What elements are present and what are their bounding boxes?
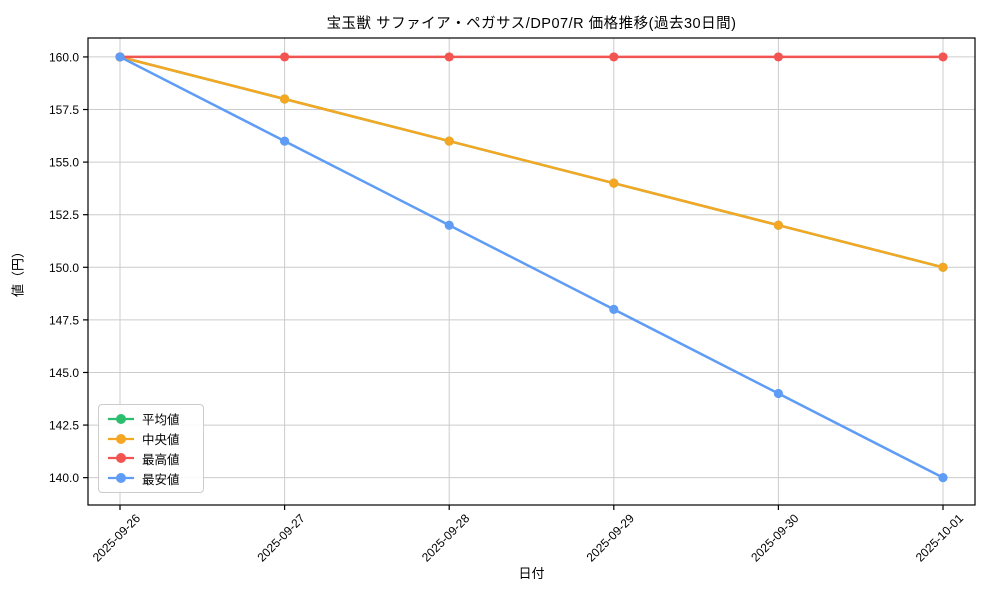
x-tick-label: 2025-10-01 xyxy=(913,511,967,565)
legend-marker-min-icon xyxy=(108,473,134,484)
y-tick-label: 157.5 xyxy=(49,103,79,117)
y-tick-label: 140.0 xyxy=(49,471,79,485)
axes-frame xyxy=(87,37,976,506)
series-marker-min xyxy=(280,136,290,146)
y-tick-label: 160.0 xyxy=(49,50,79,64)
legend-item-max: 最高値 xyxy=(107,449,195,468)
x-tick-label: 2025-09-29 xyxy=(584,511,638,565)
series-marker-min xyxy=(938,473,948,483)
series-line-median xyxy=(118,55,945,269)
legend-label: 中央値 xyxy=(142,433,180,448)
y-tick-label: 147.5 xyxy=(49,313,79,327)
y-tick-label: 145.0 xyxy=(49,366,79,380)
series-marker-min xyxy=(115,52,125,62)
series-marker-max xyxy=(773,52,784,62)
series-line-min xyxy=(118,55,945,479)
series-marker-min xyxy=(773,388,784,399)
legend-item-min: 最安値 xyxy=(107,469,195,488)
legend-marker-average-icon xyxy=(108,413,134,424)
series-marker-max xyxy=(609,52,619,62)
series-marker-median xyxy=(773,220,784,230)
series-marker-min xyxy=(609,304,619,314)
x-tick-label: 2025-09-27 xyxy=(254,511,308,565)
legend-label: 最高値 xyxy=(142,452,180,467)
y-tick-label: 155.0 xyxy=(49,156,79,170)
legend-item-median: 中央値 xyxy=(107,429,195,448)
legend-label: 平均値 xyxy=(142,413,180,428)
legend-marker-max-icon xyxy=(108,453,134,464)
series-marker-max xyxy=(444,52,454,62)
x-axis-label: 日付 xyxy=(518,566,545,581)
x-tick-label: 2025-09-30 xyxy=(748,511,802,565)
series-marker-median xyxy=(938,262,948,272)
series-marker-median xyxy=(609,178,619,188)
y-tick-label: 142.5 xyxy=(49,419,79,433)
x-tick-label: 2025-09-26 xyxy=(90,511,144,565)
x-tick-label: 2025-09-28 xyxy=(419,511,473,565)
legend-item-average: 平均値 xyxy=(107,409,195,428)
legend-label: 最安値 xyxy=(142,472,180,487)
series-marker-median xyxy=(444,136,454,146)
chart-title: 宝玉獣 サファイア・ペガサス/DP07/R 価格推移(過去30日間) xyxy=(326,16,737,32)
legend: 平均値中央値最高値最安値 xyxy=(98,404,204,493)
series-marker-median xyxy=(280,94,290,104)
y-axis-label: 値（円） xyxy=(10,244,26,298)
series-marker-min xyxy=(444,220,454,230)
y-tick-label: 152.5 xyxy=(49,208,79,222)
series-marker-max xyxy=(280,52,290,62)
y-tick-label: 150.0 xyxy=(49,261,79,275)
legend-marker-median-icon xyxy=(108,433,134,444)
series-marker-max xyxy=(938,52,948,62)
